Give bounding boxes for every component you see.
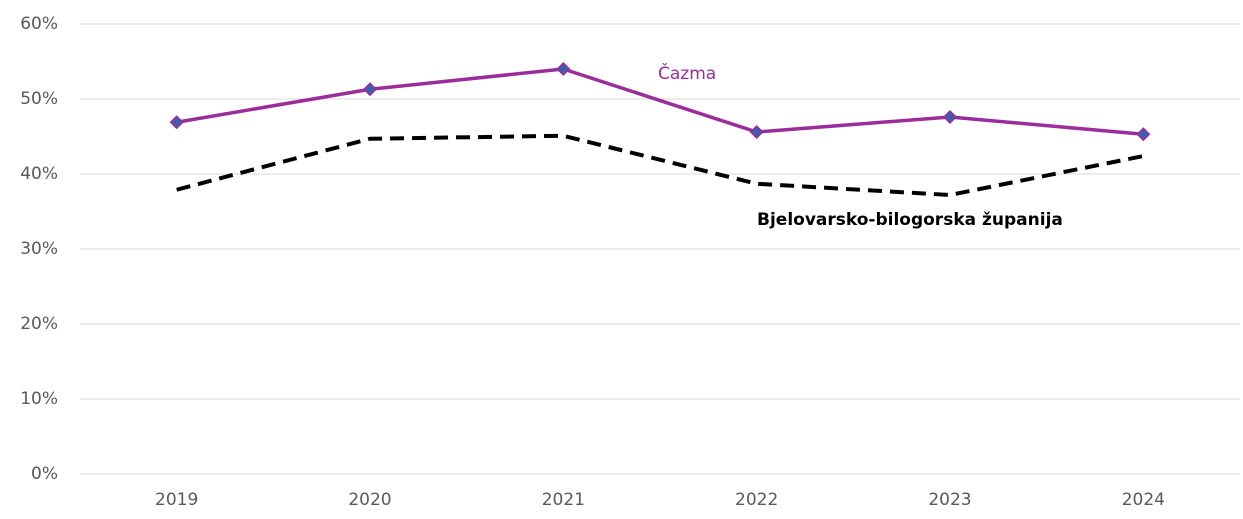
marker xyxy=(169,115,184,130)
marker xyxy=(1136,127,1151,142)
x-tick-label: 2023 xyxy=(928,490,971,510)
series-line xyxy=(176,67,1144,136)
marker xyxy=(749,124,764,140)
y-tick-label: 30% xyxy=(20,239,58,259)
y-tick-label: 10% xyxy=(20,389,58,409)
series-line xyxy=(176,133,1144,197)
y-tick-label: 20% xyxy=(20,314,58,334)
y-tick-label: 60% xyxy=(20,14,58,34)
x-tick-label: 2019 xyxy=(155,490,198,510)
x-tick-label: 2021 xyxy=(542,490,585,510)
x-tick-label: 2022 xyxy=(735,490,778,510)
marker xyxy=(362,82,378,97)
x-tick-label: 2024 xyxy=(1122,490,1165,510)
x-tick-label: 2020 xyxy=(348,490,391,510)
marker xyxy=(556,61,571,77)
y-tick-label: 50% xyxy=(20,89,58,109)
series-label: Bjelovarsko-bilogorska županija xyxy=(757,210,1063,230)
y-tick-label: 0% xyxy=(31,464,58,484)
marker xyxy=(942,109,958,125)
series-label: Čazma xyxy=(658,62,716,84)
y-tick-label: 40% xyxy=(20,164,58,184)
